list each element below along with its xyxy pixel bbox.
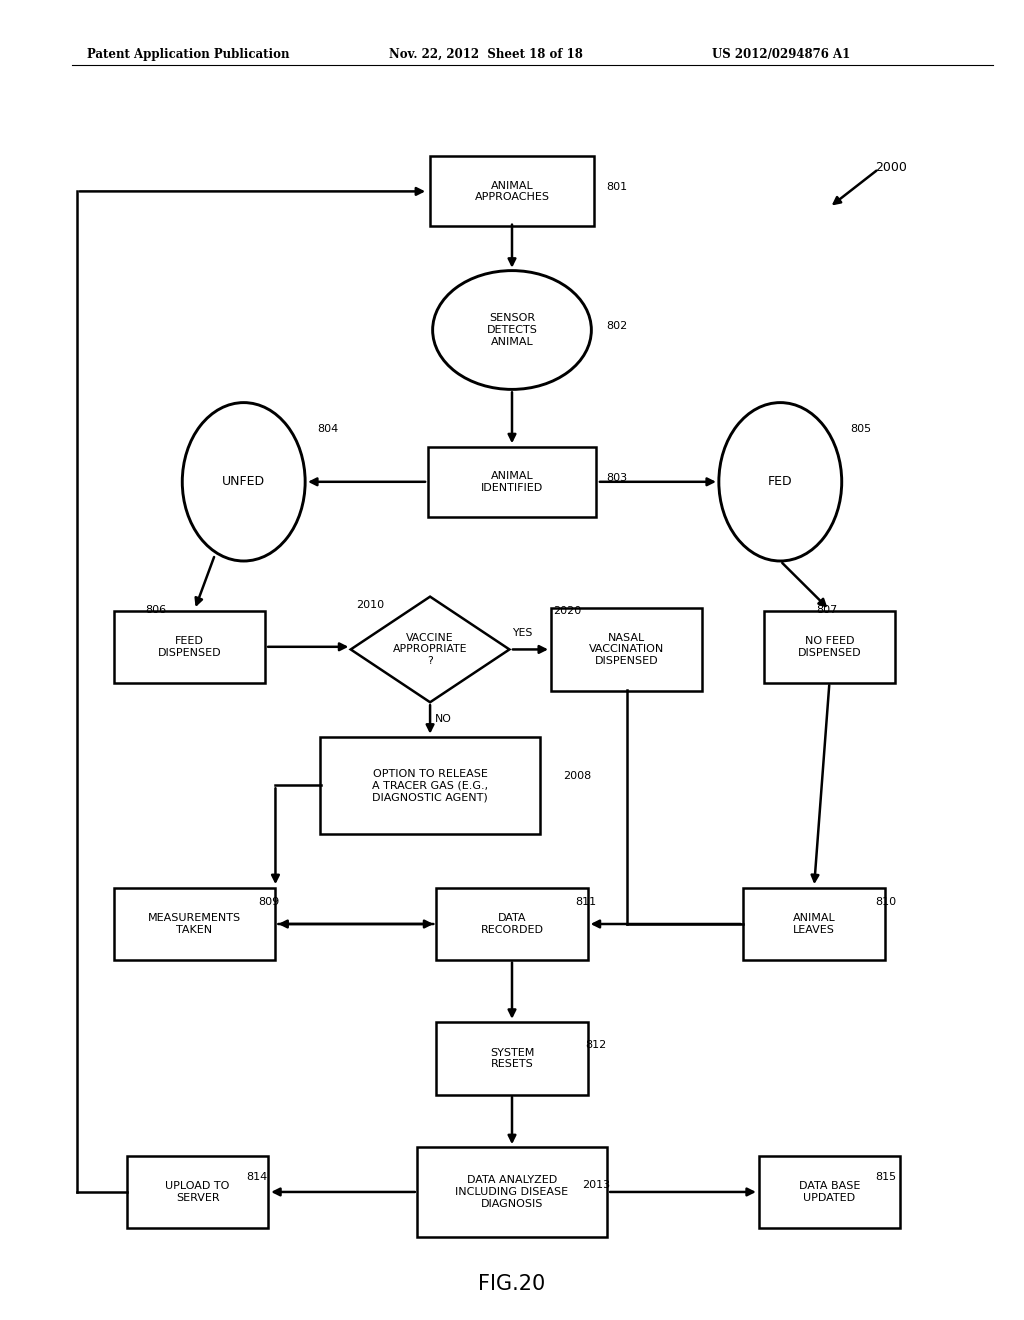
Text: 2010: 2010 [356, 599, 384, 610]
Text: OPTION TO RELEASE
A TRACER GAS (E.G.,
DIAGNOSTIC AGENT): OPTION TO RELEASE A TRACER GAS (E.G., DI… [372, 768, 488, 803]
Text: FEED
DISPENSED: FEED DISPENSED [158, 636, 221, 657]
Text: MEASUREMENTS
TAKEN: MEASUREMENTS TAKEN [148, 913, 241, 935]
Text: DATA ANALYZED
INCLUDING DISEASE
DIAGNOSIS: DATA ANALYZED INCLUDING DISEASE DIAGNOSI… [456, 1175, 568, 1209]
Text: NASAL
VACCINATION
DISPENSED: NASAL VACCINATION DISPENSED [589, 632, 665, 667]
Text: ANIMAL
APPROACHES: ANIMAL APPROACHES [474, 181, 550, 202]
Text: 2000: 2000 [876, 161, 907, 174]
Circle shape [182, 403, 305, 561]
FancyBboxPatch shape [319, 737, 541, 834]
FancyBboxPatch shape [743, 888, 885, 961]
Text: SYSTEM
RESETS: SYSTEM RESETS [489, 1048, 535, 1069]
FancyBboxPatch shape [428, 446, 596, 516]
Text: FED: FED [768, 475, 793, 488]
Text: ANIMAL
LEAVES: ANIMAL LEAVES [793, 913, 836, 935]
FancyBboxPatch shape [114, 610, 265, 684]
Polygon shape [350, 597, 510, 702]
FancyBboxPatch shape [551, 607, 702, 692]
Text: FIG.20: FIG.20 [478, 1274, 546, 1295]
Text: YES: YES [512, 627, 532, 638]
FancyBboxPatch shape [127, 1156, 268, 1228]
Text: 807: 807 [816, 605, 838, 615]
FancyBboxPatch shape [436, 1022, 588, 1096]
FancyBboxPatch shape [436, 888, 588, 961]
Ellipse shape [432, 271, 592, 389]
Text: 812: 812 [586, 1040, 607, 1051]
Text: 802: 802 [606, 321, 628, 331]
Text: 801: 801 [606, 182, 628, 193]
Text: ANIMAL
IDENTIFIED: ANIMAL IDENTIFIED [481, 471, 543, 492]
Text: 810: 810 [876, 896, 897, 907]
Text: UNFED: UNFED [222, 475, 265, 488]
Text: DATA BASE
UPDATED: DATA BASE UPDATED [799, 1181, 860, 1203]
Text: NO: NO [435, 714, 452, 725]
Text: 2013: 2013 [582, 1180, 609, 1191]
Circle shape [719, 403, 842, 561]
FancyBboxPatch shape [759, 1156, 900, 1228]
Text: DATA
RECORDED: DATA RECORDED [480, 913, 544, 935]
Text: VACCINE
APPROPRIATE
?: VACCINE APPROPRIATE ? [393, 632, 467, 667]
FancyBboxPatch shape [418, 1147, 606, 1237]
FancyBboxPatch shape [430, 156, 594, 226]
Text: 809: 809 [258, 896, 280, 907]
FancyBboxPatch shape [764, 610, 895, 684]
Text: 806: 806 [145, 605, 167, 615]
Text: 814: 814 [246, 1172, 267, 1183]
Text: 815: 815 [876, 1172, 897, 1183]
Text: 811: 811 [575, 896, 597, 907]
Text: NO FEED
DISPENSED: NO FEED DISPENSED [798, 636, 861, 657]
Text: 2020: 2020 [553, 606, 582, 616]
FancyBboxPatch shape [114, 888, 275, 961]
Text: UPLOAD TO
SERVER: UPLOAD TO SERVER [166, 1181, 229, 1203]
Text: 805: 805 [850, 424, 871, 434]
Text: 804: 804 [317, 424, 339, 434]
Text: SENSOR
DETECTS
ANIMAL: SENSOR DETECTS ANIMAL [486, 313, 538, 347]
Text: Nov. 22, 2012  Sheet 18 of 18: Nov. 22, 2012 Sheet 18 of 18 [389, 48, 583, 61]
Text: 2008: 2008 [563, 771, 592, 781]
Text: Patent Application Publication: Patent Application Publication [87, 48, 290, 61]
Text: US 2012/0294876 A1: US 2012/0294876 A1 [712, 48, 850, 61]
Text: 803: 803 [606, 473, 628, 483]
